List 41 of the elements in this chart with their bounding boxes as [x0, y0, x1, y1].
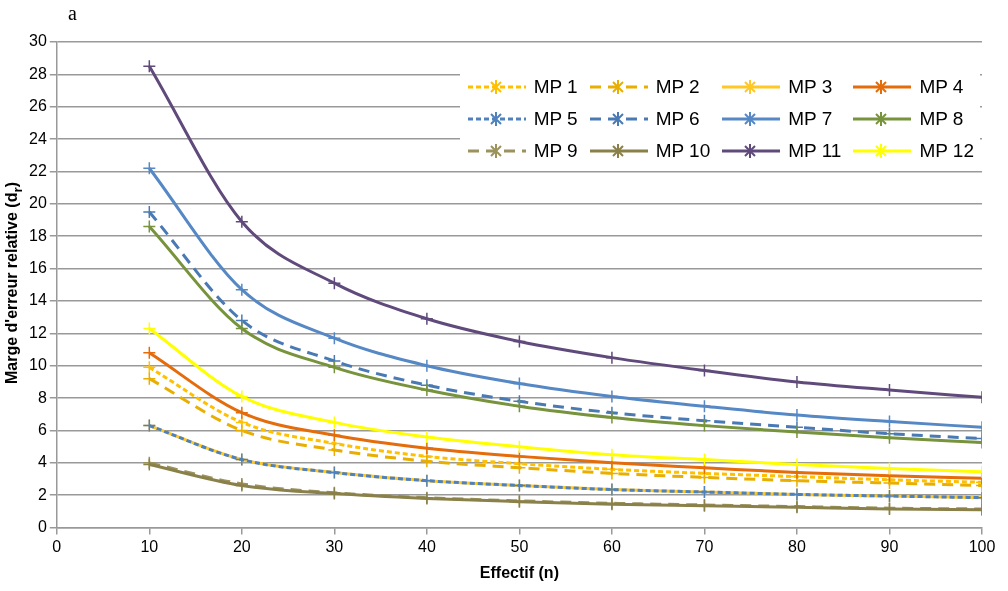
y-tick-label: 22 — [29, 161, 47, 179]
y-tick-label: 10 — [29, 356, 47, 374]
legend-label: MP 9 — [533, 140, 578, 162]
legend-label: MP 1 — [533, 76, 578, 98]
x-tick-label: 50 — [510, 537, 529, 555]
legend-label: MP 11 — [788, 140, 842, 162]
legend-label: MP 4 — [919, 76, 964, 98]
y-tick-label: 30 — [29, 32, 47, 50]
y-tick-label: 12 — [29, 323, 47, 341]
y-tick-label: 28 — [29, 64, 47, 82]
x-tick-label: 10 — [140, 537, 159, 555]
legend-label: MP 10 — [655, 140, 711, 162]
legend-label: MP 6 — [655, 108, 700, 130]
x-tick-label: 60 — [603, 537, 621, 555]
legend-label: MP 3 — [788, 76, 833, 98]
y-tick-label: 6 — [37, 420, 47, 438]
chart-title: a — [68, 2, 77, 25]
legend-label: MP 5 — [533, 108, 578, 130]
y-tick-label: 8 — [37, 388, 47, 406]
legend-label: MP 2 — [655, 76, 700, 98]
y-tick-label: 4 — [37, 453, 47, 471]
y-tick-label: 2 — [37, 485, 47, 503]
y-tick-label: 16 — [29, 259, 47, 277]
legend-label: MP 8 — [919, 108, 964, 130]
y-tick-label: 24 — [29, 129, 47, 147]
x-tick-label: 100 — [968, 537, 996, 555]
x-tick-label: 30 — [325, 537, 344, 555]
x-tick-label: 70 — [695, 537, 714, 555]
x-tick-label: 0 — [52, 537, 62, 555]
legend-label: MP 7 — [788, 108, 833, 130]
x-tick-label: 20 — [232, 537, 251, 555]
x-tick-label: 80 — [788, 537, 806, 555]
y-tick-label: 0 — [37, 518, 47, 536]
x-axis-title: Effectif (n) — [479, 563, 559, 581]
legend-label: MP 12 — [919, 140, 974, 162]
y-tick-label: 26 — [29, 97, 47, 115]
y-tick-label: 18 — [29, 226, 47, 244]
x-tick-label: 90 — [880, 537, 899, 555]
y-tick-label: 20 — [29, 194, 47, 212]
y-tick-label: 14 — [29, 291, 47, 309]
x-tick-label: 40 — [417, 537, 436, 555]
